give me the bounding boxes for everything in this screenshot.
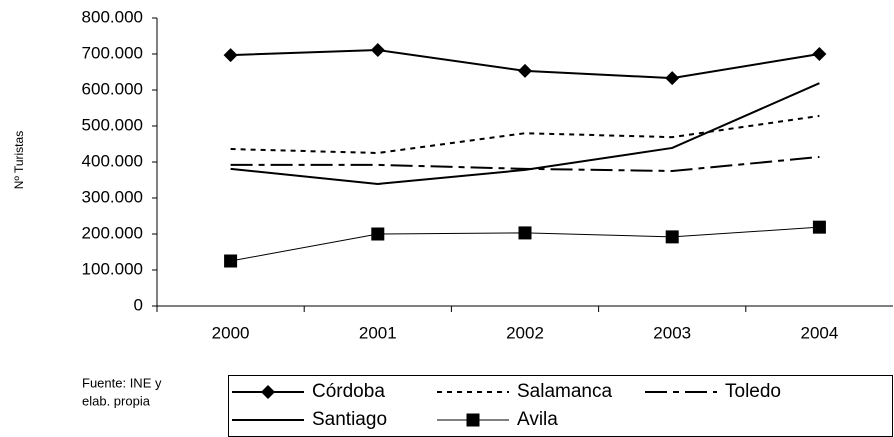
- legend-label: Córdoba: [312, 381, 385, 402]
- x-tick-label: 2000: [212, 323, 250, 342]
- series-line: [230, 82, 820, 185]
- legend-label: Avila: [517, 409, 558, 430]
- y-tick-label: 300.000: [82, 187, 143, 206]
- point-marker: [665, 71, 680, 86]
- y-tick-label: 100.000: [82, 259, 143, 278]
- y-tick-label: 0: [134, 295, 143, 314]
- point-marker: [665, 230, 679, 244]
- point-marker: [518, 226, 532, 240]
- legend-label: Salamanca: [517, 381, 612, 402]
- y-tick-label: 400.000: [82, 151, 143, 170]
- y-axis-label: Nº Turistas: [12, 131, 26, 189]
- note-line: Fuente: INE y: [82, 375, 162, 390]
- note-line: elab. propia: [82, 393, 151, 408]
- x-tick-label: 2002: [506, 323, 544, 342]
- legend-marker: [466, 413, 480, 427]
- y-tick-label: 500.000: [82, 115, 143, 134]
- point-marker: [812, 220, 826, 234]
- point-marker: [518, 63, 532, 78]
- point-marker: [223, 48, 238, 63]
- point-marker: [371, 227, 385, 241]
- point-marker: [370, 43, 385, 58]
- legend-marker: [261, 385, 275, 399]
- point-marker: [812, 47, 827, 61]
- y-tick-label: 700.000: [82, 43, 143, 62]
- legend-label: Toledo: [725, 381, 781, 402]
- x-tick-label: 2003: [653, 323, 691, 342]
- series-line: [230, 155, 820, 173]
- point-marker: [224, 254, 238, 268]
- y-tick-label: 600.000: [82, 79, 143, 98]
- series-line: [230, 114, 820, 155]
- x-tick-label: 2004: [800, 323, 838, 342]
- y-tick-label: 800.000: [82, 7, 143, 26]
- y-tick-label: 200.000: [82, 223, 143, 242]
- x-tick-label: 2001: [359, 323, 397, 342]
- legend-label: Santiago: [312, 409, 387, 430]
